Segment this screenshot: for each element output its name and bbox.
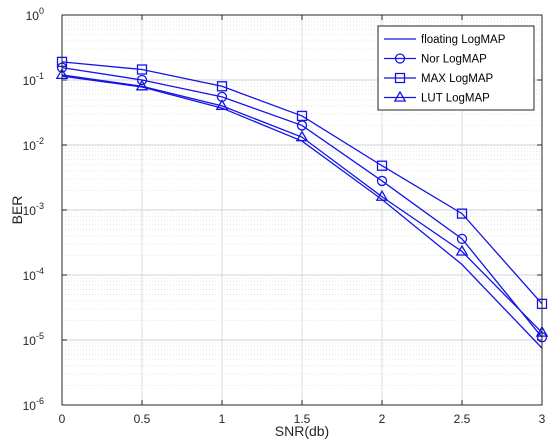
- data-point-circle: [136, 74, 148, 86]
- y-tick-label: 10-1: [23, 71, 44, 88]
- data-point-triangle: [215, 99, 229, 111]
- x-tick-label: 0: [59, 412, 66, 426]
- x-tick-label: 2: [379, 412, 386, 426]
- legend-marker-square: [394, 72, 406, 84]
- legend-item: Nor LogMAP: [384, 53, 487, 66]
- legend-label: Nor LogMAP: [421, 54, 487, 66]
- legend-item: LUT LogMAP: [384, 90, 490, 105]
- x-tick-label: 1: [219, 412, 226, 426]
- data-point-circle: [376, 175, 388, 187]
- axis-ticks: 0 0.5 1 1.5 2 2.5 3 100 10-1 10-2 10-3 10-4 10-5 10-6: [23, 6, 546, 426]
- legend-label: LUT LogMAP: [421, 93, 490, 105]
- data-point-square: [136, 64, 148, 75]
- x-axis-label: SNR(db): [275, 423, 329, 439]
- data-point-triangle: [455, 244, 469, 256]
- legend-marker-triangle: [393, 90, 407, 102]
- data-point-triangle: [295, 130, 309, 142]
- y-tick-label: 10-2: [23, 136, 44, 153]
- y-tick-label: 10-4: [23, 266, 44, 283]
- data-point-circle: [456, 233, 468, 244]
- legend-label: floating LogMAP: [421, 34, 506, 46]
- x-tick-label: 3: [539, 412, 546, 426]
- y-axis-label: BER: [9, 196, 25, 225]
- x-tick-label: 1.5: [294, 412, 311, 426]
- data-point-square: [296, 110, 308, 122]
- y-tick-label: 100: [26, 6, 44, 23]
- series-lut-logmap: [55, 68, 549, 337]
- legend-marker-circle: [394, 53, 406, 64]
- data-point-square: [216, 81, 228, 92]
- y-tick-label: 10-6: [23, 396, 44, 413]
- y-tick-label: 10-3: [23, 201, 44, 218]
- y-tick-label: 10-5: [23, 331, 44, 348]
- legend-label: MAX LogMAP: [421, 73, 494, 85]
- data-point-triangle: [375, 189, 389, 201]
- legend-item: floating LogMAP: [384, 34, 506, 46]
- series-line: [61, 61, 543, 305]
- data-point-triangle: [135, 79, 149, 91]
- series-line: [61, 74, 543, 334]
- series-layer: [55, 56, 549, 349]
- legend: floating LogMAP Nor LogMAP MAX LogMAP LUT L…: [377, 25, 535, 111]
- x-tick-label: 2.5: [454, 412, 471, 426]
- data-point-square: [456, 208, 468, 219]
- legend-box: [377, 25, 535, 111]
- data-point-square: [376, 160, 388, 171]
- legend-item: MAX LogMAP: [384, 72, 494, 85]
- x-tick-label: 0.5: [134, 412, 151, 426]
